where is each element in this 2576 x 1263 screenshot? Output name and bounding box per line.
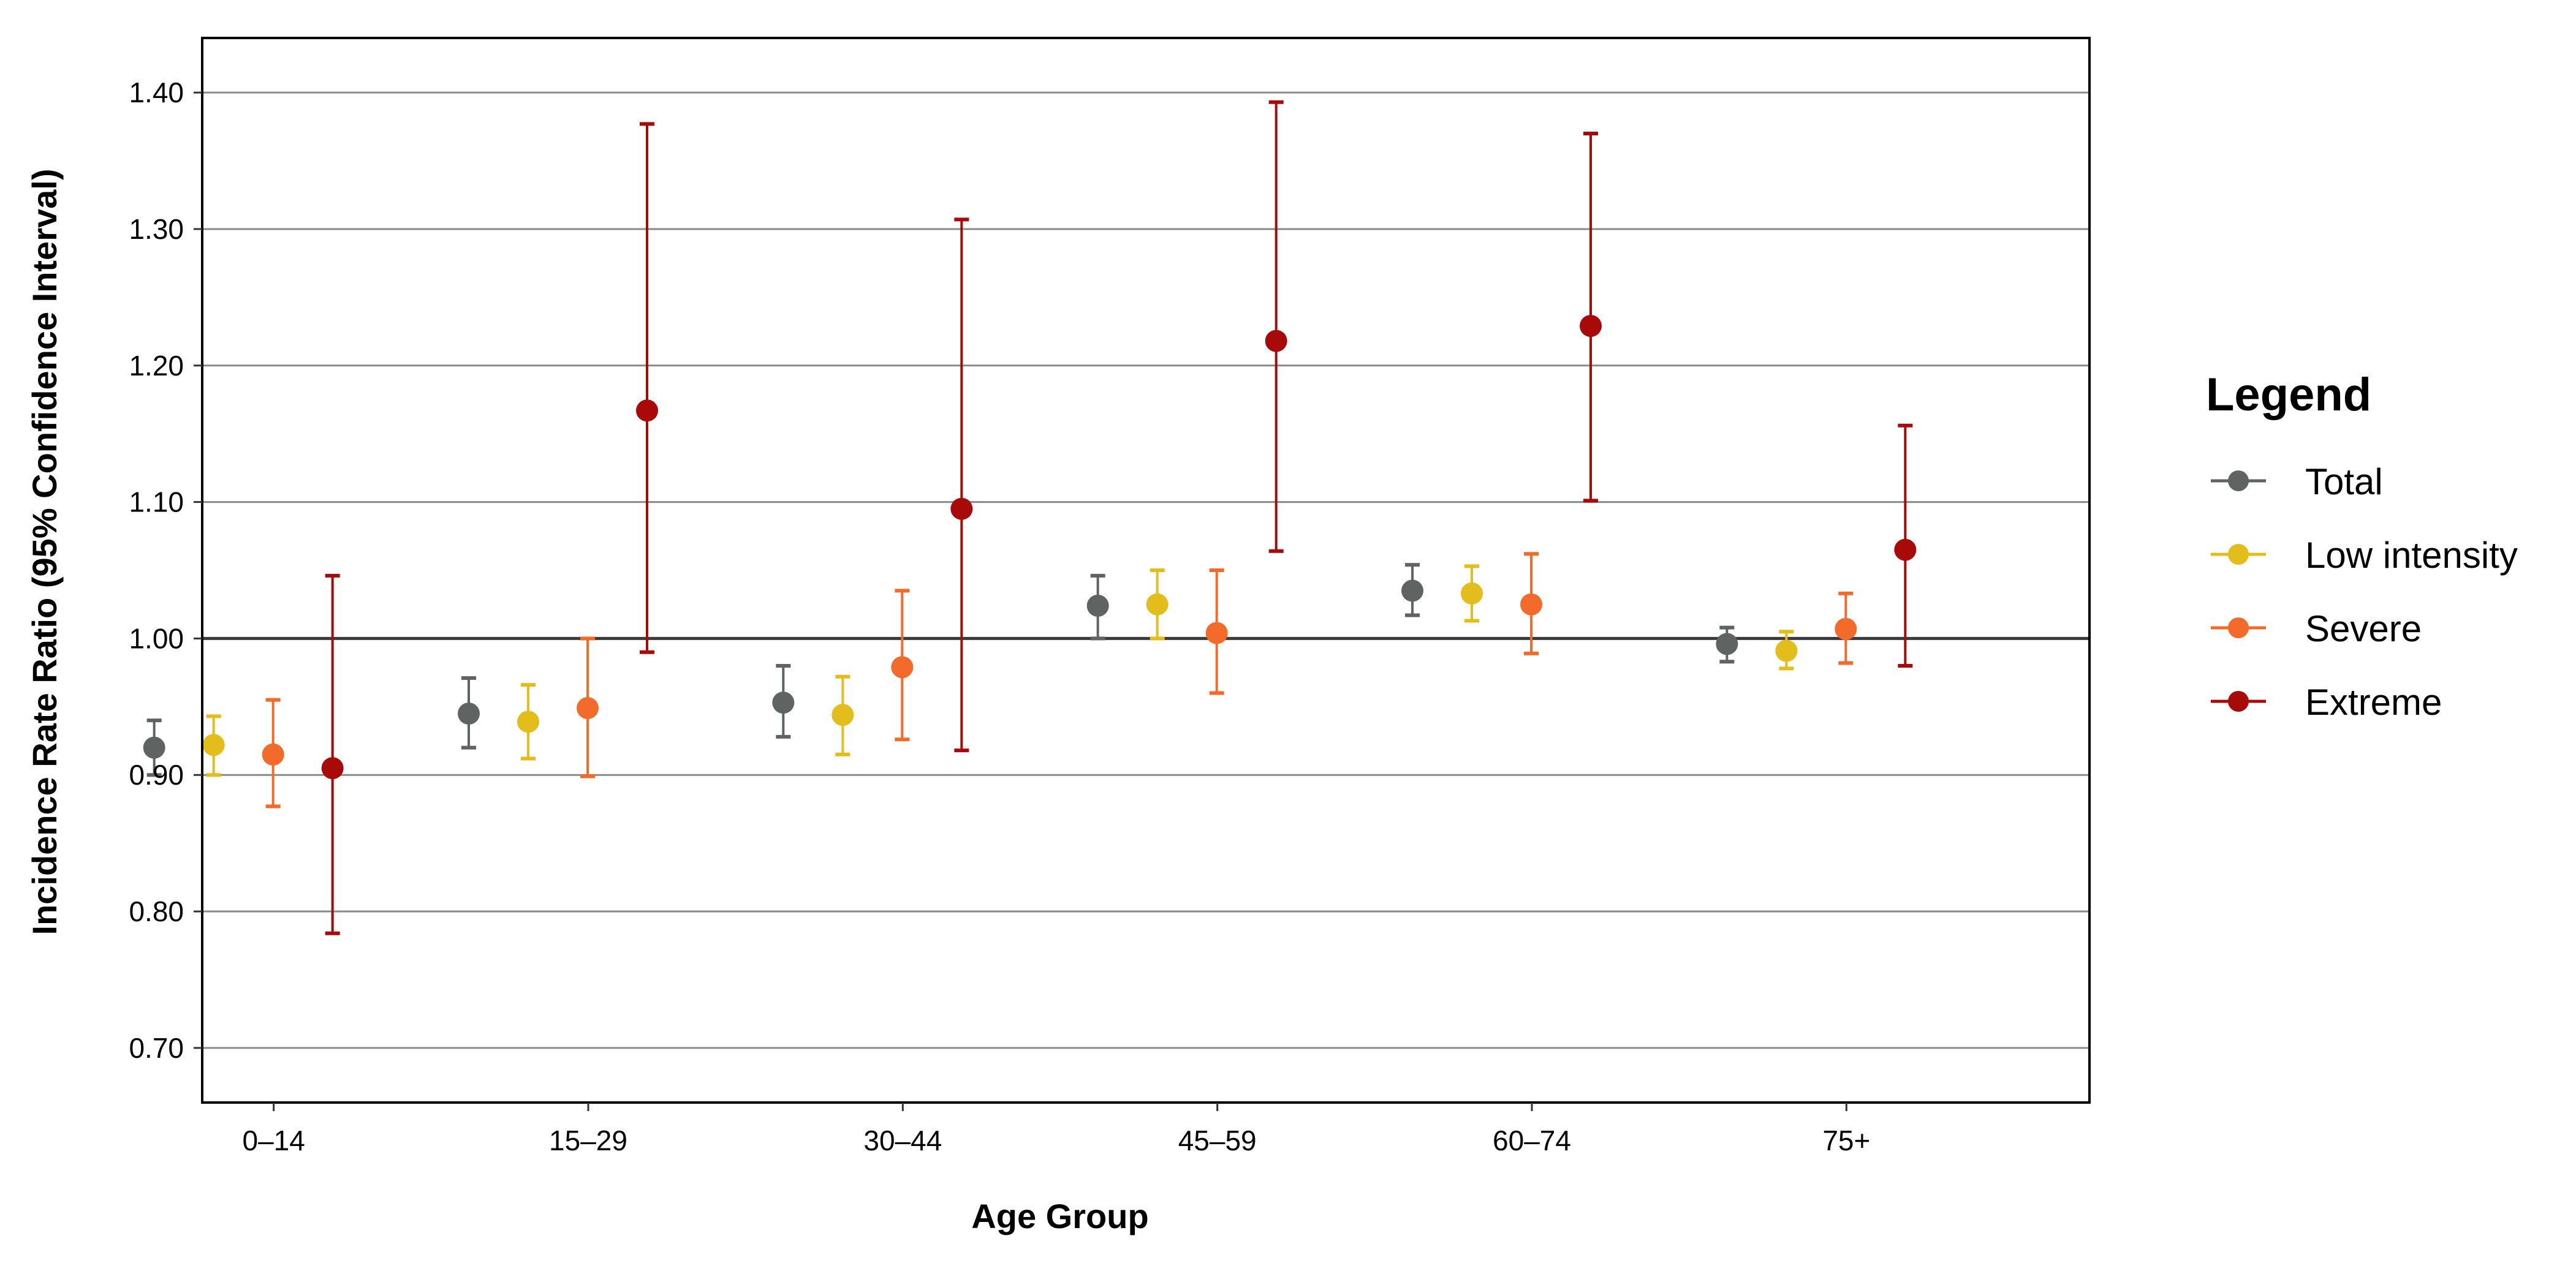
data-point: [517, 711, 539, 733]
data-point: [1461, 582, 1483, 605]
data-point: [321, 757, 344, 780]
x-tick-label: 60–74: [1493, 1125, 1571, 1156]
series-severe: [262, 552, 1857, 809]
data-point: [143, 736, 165, 759]
data-point: [1205, 622, 1228, 644]
y-tick-label: 1.10: [129, 486, 184, 518]
data-point: [1894, 538, 1917, 561]
legend-title: Legend: [2206, 369, 2371, 421]
legend-key-marker: [2228, 470, 2249, 491]
data-point: [1520, 593, 1542, 616]
data-point: [458, 702, 480, 725]
gridlines: [202, 91, 2089, 1049]
legend-label: Extreme: [2305, 682, 2442, 723]
x-tick-label: 30–44: [863, 1125, 942, 1156]
x-tick-label: 45–59: [1178, 1125, 1257, 1156]
x-tick-label: 0–14: [242, 1125, 305, 1156]
data-point: [202, 734, 225, 756]
x-tick-label: 15–29: [549, 1125, 627, 1156]
y-tick-label: 1.40: [129, 77, 184, 108]
data-point: [1775, 639, 1798, 662]
data-series: [143, 100, 1917, 935]
x-axis-title: Age Group: [971, 1197, 1148, 1235]
data-point: [772, 692, 795, 714]
series-extreme: [321, 100, 1917, 935]
y-tick-label: 0.70: [129, 1032, 184, 1064]
x-axis-ticks: 0–14 15–29 30–44 45–59 60–74 75+: [242, 1103, 1870, 1156]
y-tick-label: 1.20: [129, 350, 184, 382]
legend-key-marker: [2228, 691, 2249, 712]
series-total: [143, 563, 1738, 777]
y-tick-label: 1.00: [129, 622, 184, 654]
legend: Legend Total Low intensity Severe Extreme: [2206, 369, 2518, 723]
y-tick-label: 1.30: [129, 213, 184, 245]
data-point: [950, 497, 973, 520]
data-point: [1835, 617, 1857, 640]
data-point: [832, 704, 854, 726]
series-low-intensity: [202, 564, 1798, 777]
data-point: [891, 656, 914, 679]
data-point: [577, 697, 599, 720]
data-point: [1146, 593, 1169, 616]
legend-items: Total Low intensity Severe Extreme: [2211, 461, 2518, 723]
legend-key-marker: [2228, 617, 2249, 638]
data-point: [262, 743, 284, 766]
data-point: [636, 399, 658, 422]
x-tick-label: 75+: [1822, 1125, 1870, 1156]
plot-border: [201, 37, 2091, 1104]
legend-label: Severe: [2305, 608, 2422, 649]
legend-label: Total: [2305, 461, 2383, 502]
data-point: [1580, 315, 1602, 337]
legend-label: Low intensity: [2305, 535, 2518, 576]
y-tick-label: 0.90: [129, 759, 184, 791]
data-point: [1716, 633, 1738, 655]
y-tick-label: 0.80: [129, 895, 184, 927]
legend-key-marker: [2228, 544, 2249, 565]
y-axis-ticks: 0.70 0.80 0.90 1.00 1.10 1.20 1.30 1.40: [129, 77, 202, 1064]
data-point: [1265, 330, 1287, 352]
data-point: [1086, 594, 1109, 617]
data-point: [1401, 579, 1423, 602]
y-axis-title: Incidence Rate Ratio (95% Confidence Int…: [25, 169, 64, 935]
